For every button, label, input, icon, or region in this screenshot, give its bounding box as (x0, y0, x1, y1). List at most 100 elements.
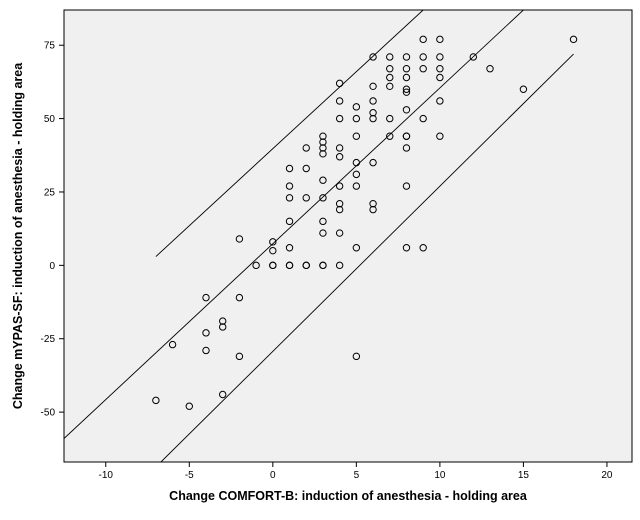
x-axis: -10 -5 0 5 10 15 20 (99, 462, 613, 481)
data-point (352, 170, 361, 179)
data-point (152, 396, 160, 405)
data-point (436, 73, 444, 82)
x-tick-label: -10 (99, 470, 114, 481)
y-tick-label: -50 (41, 408, 56, 419)
data-point (335, 261, 344, 270)
data-point (419, 114, 427, 123)
data-point (436, 97, 444, 105)
data-point (469, 53, 477, 61)
data-point (352, 103, 361, 111)
data-point (319, 176, 327, 184)
data-point (369, 97, 377, 105)
data-point (285, 194, 294, 202)
data-point (352, 132, 361, 140)
data-point (235, 352, 244, 361)
data-point (285, 164, 294, 173)
reference-line-fit (64, 10, 524, 439)
data-point (319, 150, 327, 158)
data-point (352, 114, 361, 123)
data-point (285, 182, 294, 190)
data-point (569, 35, 578, 44)
data-point (369, 114, 377, 123)
y-tick-label: 75 (44, 41, 56, 52)
y-axis: -50 -25 0 25 50 75 (41, 41, 64, 419)
data-point (419, 53, 427, 61)
data-point (219, 323, 227, 331)
data-point (369, 158, 377, 167)
data-point (335, 144, 344, 152)
x-tick-label: 5 (354, 470, 360, 481)
data-point (402, 53, 411, 61)
y-tick-label: 0 (49, 261, 55, 272)
data-point (436, 132, 444, 140)
x-tick-label: 0 (270, 470, 276, 481)
data-point (319, 138, 327, 146)
data-point (436, 35, 444, 44)
data-point (335, 229, 344, 237)
x-tick-label: 20 (601, 470, 613, 481)
data-point (319, 132, 327, 140)
data-point (319, 144, 327, 152)
data-point (352, 158, 361, 167)
data-point (269, 246, 277, 255)
data-point (386, 114, 394, 123)
data-point (419, 65, 427, 73)
data-point (419, 35, 427, 44)
data-point (285, 217, 294, 226)
x-tick-label: -5 (185, 470, 194, 481)
data-point (369, 200, 377, 208)
data-point (402, 106, 411, 114)
data-point (335, 97, 344, 105)
data-point (319, 217, 327, 226)
data-point (285, 244, 294, 252)
data-point (219, 390, 227, 399)
data-point (269, 261, 277, 270)
data-point (369, 53, 377, 61)
data-point (402, 244, 411, 252)
x-tick-label: 10 (434, 470, 446, 481)
data-point (185, 402, 193, 410)
data-point (352, 352, 361, 361)
data-point (436, 53, 444, 61)
data-point (402, 88, 411, 96)
data-point (335, 205, 344, 214)
data-point (202, 346, 210, 355)
data-point (252, 261, 260, 270)
data-point (302, 144, 310, 152)
data-point (386, 132, 394, 140)
data-point (436, 65, 444, 73)
data-point (352, 182, 361, 190)
data-point (302, 261, 310, 270)
data-point (402, 73, 411, 82)
data-point (369, 109, 377, 117)
data-point (369, 82, 377, 91)
data-point (285, 261, 294, 270)
data-point (402, 85, 411, 93)
data-point (168, 340, 177, 349)
reference-lines (64, 10, 574, 462)
data-point (319, 229, 327, 237)
data-points (152, 35, 578, 410)
data-point (386, 73, 394, 82)
data-point (235, 293, 244, 302)
reference-line-lower (160, 53, 574, 462)
data-point (302, 194, 310, 202)
data-point (402, 144, 411, 152)
data-point (386, 65, 394, 73)
data-point (335, 200, 344, 208)
data-point (352, 244, 361, 252)
data-point (335, 182, 344, 190)
y-axis-title: Change mYPAS-SF: induction of anesthesia… (11, 62, 25, 409)
data-point (202, 329, 210, 337)
data-point (486, 65, 494, 73)
data-point (319, 194, 327, 202)
plot-area (63, 9, 633, 463)
data-point (519, 85, 528, 93)
data-point (419, 244, 427, 252)
data-point (335, 114, 344, 123)
data-point (319, 261, 327, 270)
data-point (335, 79, 344, 88)
data-point (402, 182, 411, 190)
